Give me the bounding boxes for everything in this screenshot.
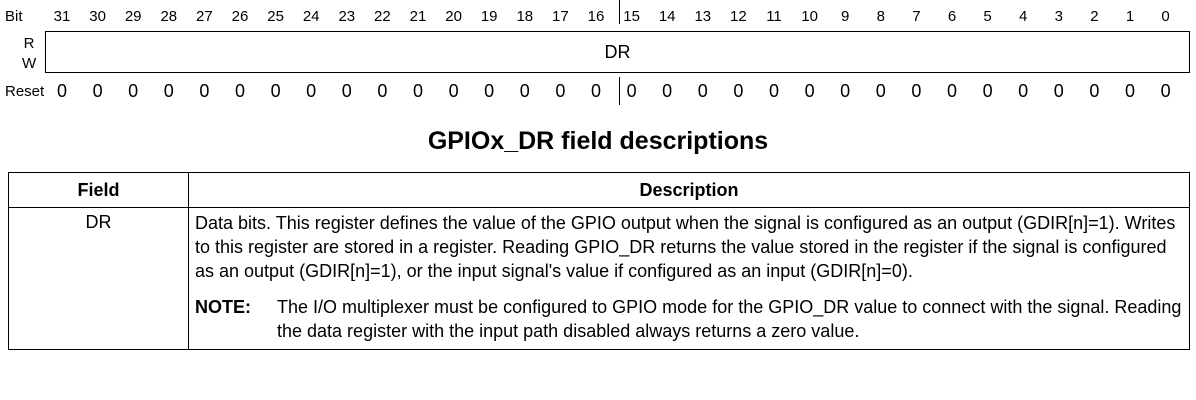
reset-value: 0 (519, 81, 530, 101)
header-description: Description (188, 172, 1190, 208)
field-description-table: Field Description DR Data bits. This reg… (8, 172, 1190, 350)
reset-value: 0 (1053, 81, 1064, 101)
reset-value: 0 (697, 81, 708, 101)
reset-value: 0 (1089, 81, 1100, 101)
bit-number: 26 (231, 8, 249, 25)
bit-number: 21 (409, 8, 427, 25)
reset-value: 0 (92, 81, 103, 101)
reset-value: 0 (341, 81, 352, 101)
bit-number: 12 (730, 8, 747, 25)
reset-value: 0 (804, 81, 815, 101)
reset-row: Reset 0 0 0 0 0 0 0 0 0 0 0 0 0 0 0 0 0 0 0 0 0 0 0 0 0 0 0 0 0 0 0 0 (0, 81, 1196, 105)
bit-number: 15 (623, 8, 640, 25)
bit-number: 31 (53, 8, 71, 25)
reset-value: 0 (199, 81, 210, 101)
bit-number: 3 (1054, 8, 1063, 25)
reset-value: 0 (911, 81, 922, 101)
reset-value: 0 (768, 81, 779, 101)
bit-number: 5 (983, 8, 992, 25)
bit-number: 16 (587, 8, 605, 25)
bit-number: 11 (766, 8, 782, 25)
rw-labels: R W (22, 34, 36, 74)
description-text: Data bits. This register defines the val… (195, 213, 1176, 281)
bit-number: 2 (1090, 8, 1099, 25)
read-label: R (23, 35, 35, 52)
bit-number: 18 (516, 8, 534, 25)
bit-number-row: Bit 31 30 29 28 27 26 25 24 23 22 21 20 19 18 17 16 15 14… (0, 6, 1196, 28)
reset-value: 0 (590, 81, 601, 101)
table-title: GPIOx_DR field descriptions (427, 127, 769, 155)
bit-number: 27 (196, 8, 213, 25)
bit-number: 30 (89, 8, 106, 25)
reset-value: 0 (377, 81, 388, 101)
bit-number: 4 (1019, 8, 1028, 25)
bit-number: 20 (445, 8, 462, 25)
reset-value: 0 (626, 81, 637, 101)
table-row: DR Data bits. This register defines the … (8, 207, 1190, 350)
note-label: NOTE: (195, 297, 251, 317)
reset-value: 0 (946, 81, 957, 101)
reset-value: 0 (555, 81, 566, 101)
reset-value: 0 (128, 81, 139, 101)
reset-value: 0 (412, 81, 423, 101)
reset-value: 0 (662, 81, 673, 101)
note-text: The I/O multiplexer must be configured t… (277, 297, 1182, 341)
bit-number: 28 (160, 8, 178, 25)
bit-number: 10 (801, 8, 818, 25)
bit-number: 22 (374, 8, 391, 25)
bit-number: 17 (552, 8, 569, 25)
bit-number: 13 (694, 8, 712, 25)
table-header-row: Field Description (8, 172, 1190, 208)
register-field-name: DR (604, 42, 631, 62)
reset-value: 0 (306, 81, 317, 101)
reset-value: 0 (840, 81, 851, 101)
bit-number: 8 (876, 8, 885, 25)
field-cell: DR (8, 207, 189, 350)
reset-value: 0 (270, 81, 281, 101)
reset-halfword-divider (619, 77, 620, 105)
note-block: NOTE: The I/O multiplexer must be config… (195, 295, 1183, 343)
reset-value: 0 (56, 81, 67, 101)
bit-halfword-divider (619, 0, 620, 24)
bit-label: Bit (5, 8, 23, 25)
reset-value: 0 (875, 81, 886, 101)
reset-label: Reset (5, 83, 45, 100)
reset-value: 0 (1124, 81, 1135, 101)
bit-number: 19 (480, 8, 498, 25)
reset-value: 0 (163, 81, 174, 101)
bit-number: 6 (947, 8, 957, 25)
bit-number: 23 (338, 8, 356, 25)
reset-value: 0 (982, 81, 993, 101)
bit-number: 14 (658, 8, 676, 25)
bit-number: 7 (912, 8, 921, 25)
register-field-box: DR (45, 31, 1190, 73)
reset-value: 0 (1160, 81, 1171, 101)
header-field: Field (8, 172, 189, 208)
reset-value: 0 (484, 81, 495, 101)
description-cell: Data bits. This register defines the val… (188, 207, 1190, 350)
bit-number: 24 (302, 8, 320, 25)
bit-number: 25 (267, 8, 284, 25)
bit-number: 0 (1161, 8, 1170, 25)
bit-number: 1 (1125, 8, 1135, 25)
reset-value: 0 (1018, 81, 1029, 101)
reset-value: 0 (234, 81, 245, 101)
bit-number: 29 (124, 8, 142, 25)
bit-number: 9 (841, 8, 850, 25)
reset-value: 0 (448, 81, 459, 101)
reset-value: 0 (733, 81, 744, 101)
write-label: W (22, 55, 37, 72)
